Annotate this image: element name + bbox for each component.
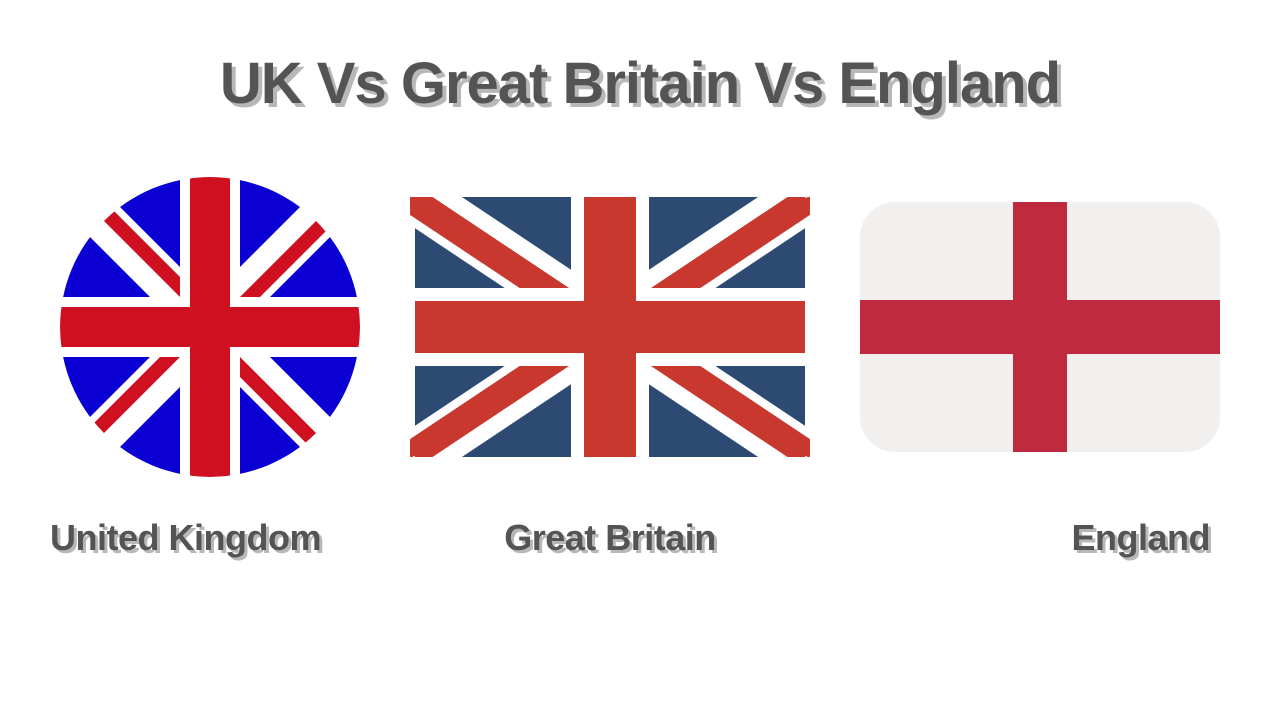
flag-label-uk: United Kingdom — [50, 517, 321, 559]
flag-item-england: England — [860, 187, 1220, 559]
flag-container-england — [860, 187, 1220, 467]
page-title: UK Vs Great Britain Vs England — [220, 50, 1060, 117]
uk-flag-icon — [60, 177, 360, 477]
flag-item-uk: United Kingdom — [60, 187, 360, 559]
flag-label-england: England — [1072, 517, 1211, 559]
flag-container-uk — [60, 187, 360, 467]
flag-item-gb: Great Britain — [410, 187, 810, 559]
flag-label-gb: Great Britain — [504, 517, 716, 559]
flag-container-gb — [410, 187, 810, 467]
gb-flag-icon — [410, 197, 810, 457]
flags-row: United Kingdom — [0, 187, 1280, 559]
england-flag-icon — [860, 202, 1220, 452]
